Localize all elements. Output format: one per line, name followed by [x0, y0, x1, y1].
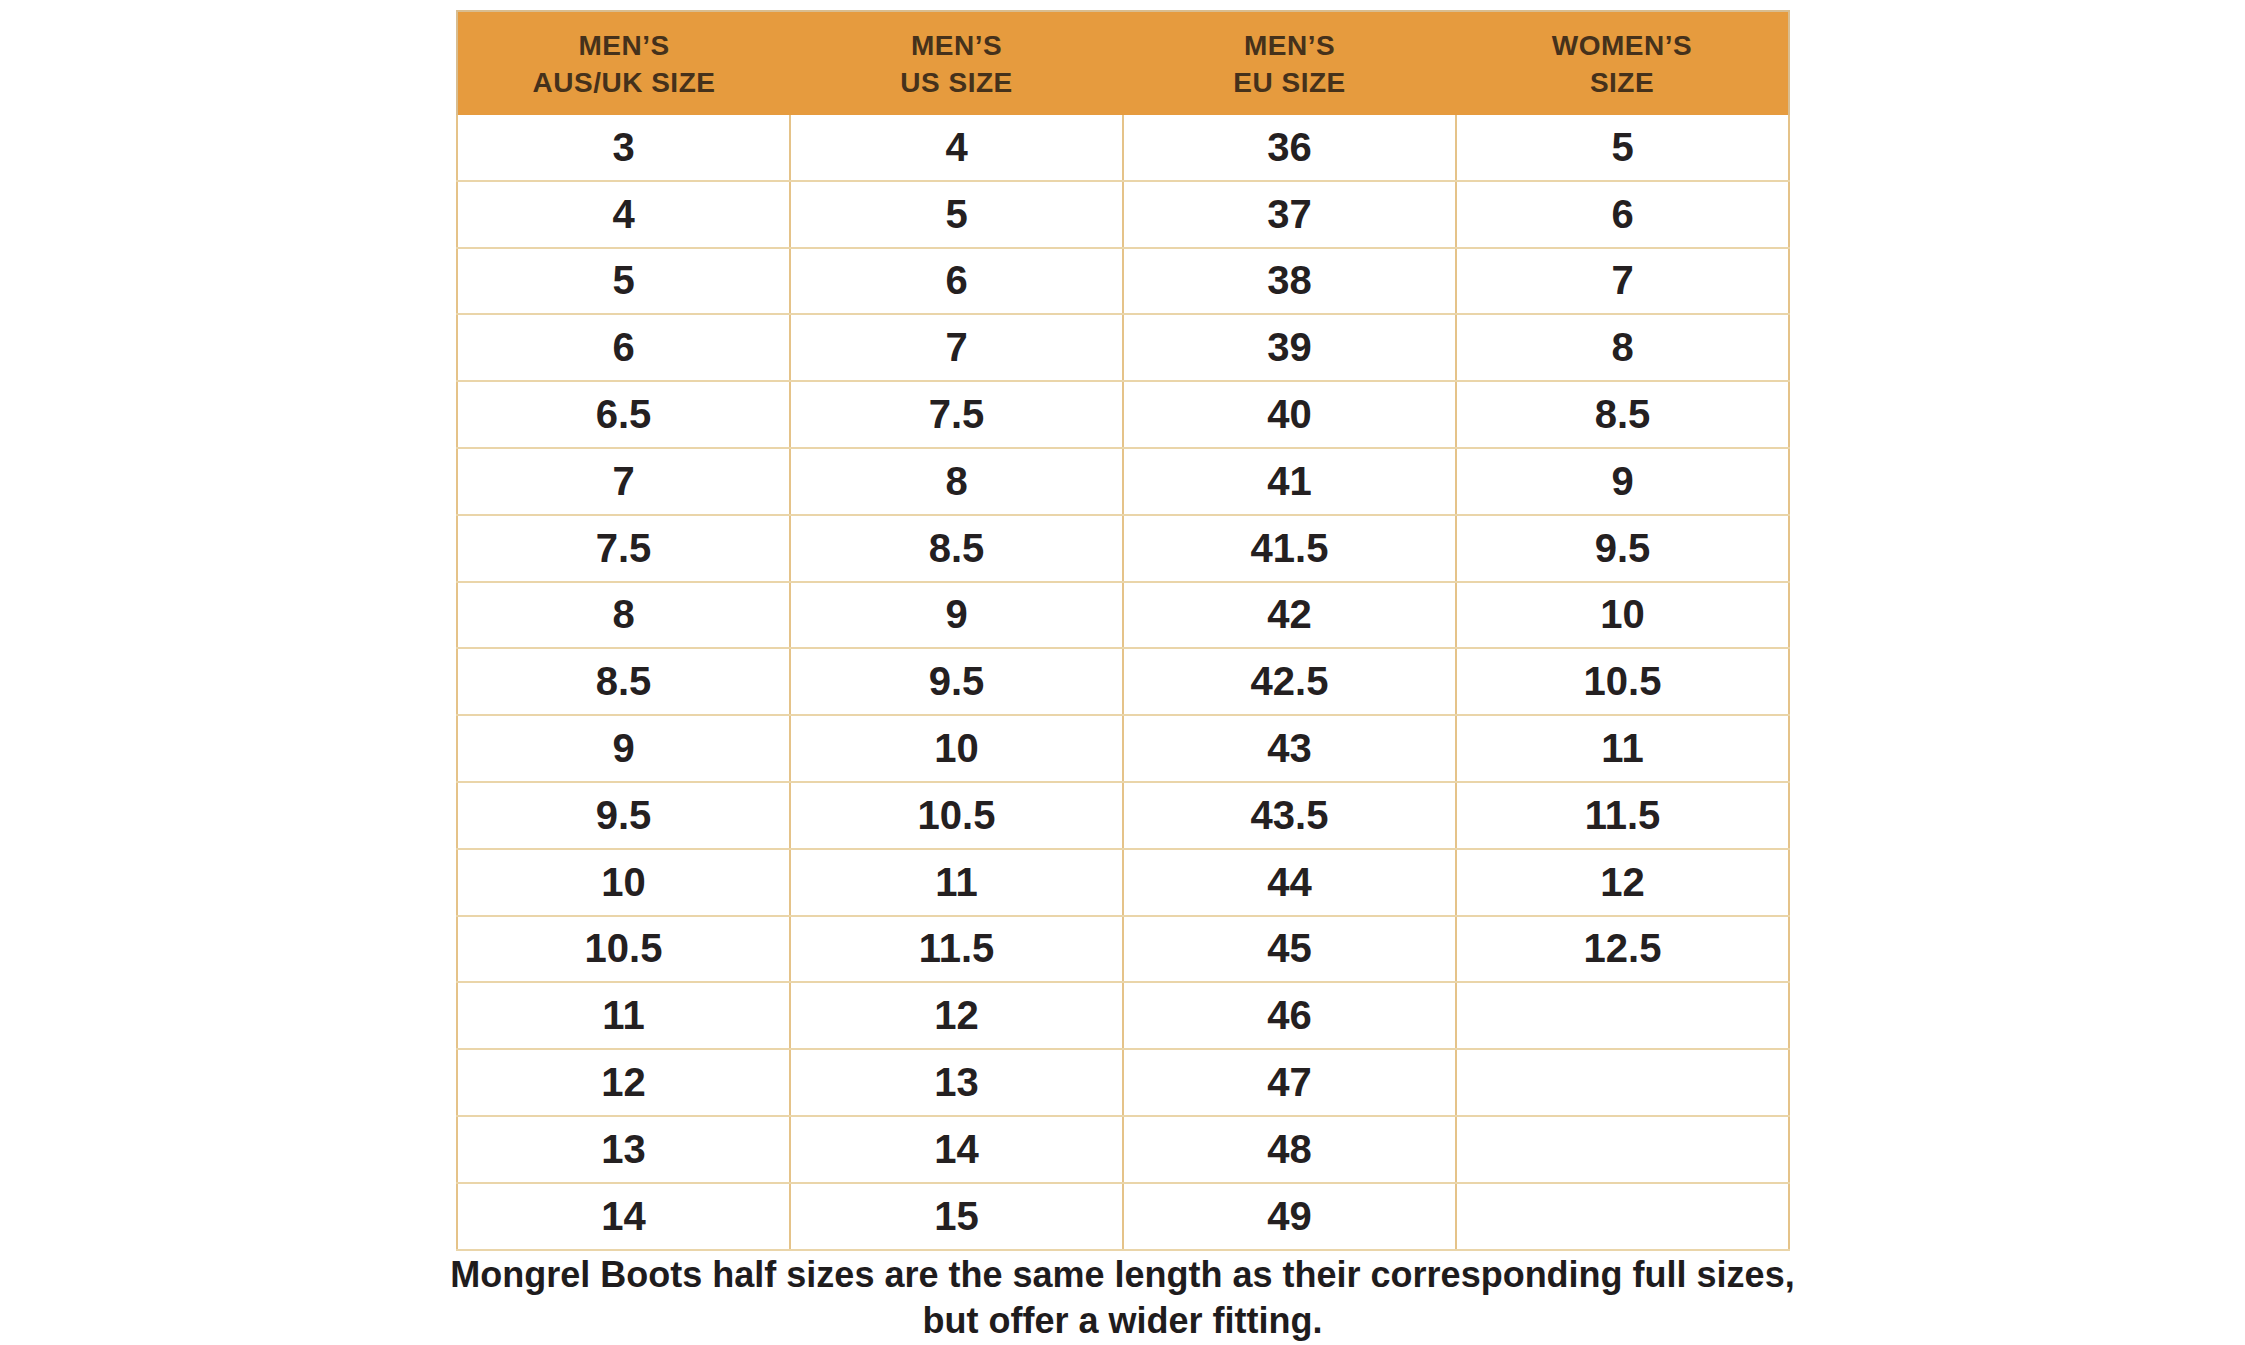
size-cell: 9	[1456, 448, 1789, 515]
size-cell	[1456, 1049, 1789, 1116]
size-cell	[1456, 1183, 1789, 1250]
size-cell: 12	[457, 1049, 790, 1116]
size-cell: 11	[790, 849, 1123, 916]
size-cell: 10	[1456, 582, 1789, 649]
size-cell: 7.5	[790, 381, 1123, 448]
size-cell: 6	[457, 314, 790, 381]
size-cell: 41	[1123, 448, 1456, 515]
table-row: 78419	[457, 448, 1789, 515]
header-row: MEN’S AUS/UK SIZE MEN’S US SIZE MEN’S EU…	[457, 11, 1789, 115]
size-cell: 8.5	[457, 648, 790, 715]
size-cell: 10.5	[457, 916, 790, 983]
size-cell: 13	[457, 1116, 790, 1183]
table-row: 8.59.542.510.5	[457, 648, 1789, 715]
size-cell: 12.5	[1456, 916, 1789, 983]
table-row: 131448	[457, 1116, 1789, 1183]
table-row: 10114412	[457, 849, 1789, 916]
table-row: 894210	[457, 582, 1789, 649]
size-cell: 43	[1123, 715, 1456, 782]
table-row: 9104311	[457, 715, 1789, 782]
size-cell: 42	[1123, 582, 1456, 649]
size-cell: 9	[457, 715, 790, 782]
size-cell: 12	[1456, 849, 1789, 916]
size-cell: 6	[1456, 181, 1789, 248]
size-cell: 6.5	[457, 381, 790, 448]
size-cell: 47	[1123, 1049, 1456, 1116]
size-cell: 36	[1123, 115, 1456, 181]
size-cell: 14	[457, 1183, 790, 1250]
size-cell: 9.5	[457, 782, 790, 849]
size-cell	[1456, 982, 1789, 1049]
size-cell: 5	[1456, 115, 1789, 181]
column-header-mens-us-size: MEN’S US SIZE	[790, 11, 1123, 115]
size-cell: 37	[1123, 181, 1456, 248]
size-cell: 12	[790, 982, 1123, 1049]
size-cell: 11	[457, 982, 790, 1049]
footer-note: Mongrel Boots half sizes are the same le…	[0, 1252, 2245, 1344]
size-cell: 10	[457, 849, 790, 916]
size-cell: 40	[1123, 381, 1456, 448]
size-cell: 6	[790, 248, 1123, 315]
size-cell: 5	[457, 248, 790, 315]
size-cell: 38	[1123, 248, 1456, 315]
size-cell	[1456, 1116, 1789, 1183]
page: MEN’S AUS/UK SIZE MEN’S US SIZE MEN’S EU…	[0, 0, 2245, 1345]
table-row: 10.511.54512.5	[457, 916, 1789, 983]
column-header-mens-eu-size: MEN’S EU SIZE	[1123, 11, 1456, 115]
size-cell: 9	[790, 582, 1123, 649]
table-row: 111246	[457, 982, 1789, 1049]
size-cell: 7	[1456, 248, 1789, 315]
size-cell: 4	[457, 181, 790, 248]
table-row: 141549	[457, 1183, 1789, 1250]
size-cell: 5	[790, 181, 1123, 248]
size-cell: 11	[1456, 715, 1789, 782]
size-chart-header: MEN’S AUS/UK SIZE MEN’S US SIZE MEN’S EU…	[457, 11, 1789, 115]
size-cell: 9.5	[790, 648, 1123, 715]
table-row: 56387	[457, 248, 1789, 315]
size-cell: 8	[457, 582, 790, 649]
table-row: 45376	[457, 181, 1789, 248]
table-row: 7.58.541.59.5	[457, 515, 1789, 582]
size-cell: 43.5	[1123, 782, 1456, 849]
size-cell: 8.5	[1456, 381, 1789, 448]
size-cell: 7	[790, 314, 1123, 381]
size-cell: 10.5	[790, 782, 1123, 849]
size-cell: 7	[457, 448, 790, 515]
size-chart-table: MEN’S AUS/UK SIZE MEN’S US SIZE MEN’S EU…	[456, 10, 1790, 1251]
column-header-mens-aus-uk-size: MEN’S AUS/UK SIZE	[457, 11, 790, 115]
size-cell: 41.5	[1123, 515, 1456, 582]
size-cell: 44	[1123, 849, 1456, 916]
column-header-womens-size: WOMEN’S SIZE	[1456, 11, 1789, 115]
size-cell: 4	[790, 115, 1123, 181]
table-row: 67398	[457, 314, 1789, 381]
table-row: 9.510.543.511.5	[457, 782, 1789, 849]
table-row: 121347	[457, 1049, 1789, 1116]
size-cell: 9.5	[1456, 515, 1789, 582]
table-row: 6.57.5408.5	[457, 381, 1789, 448]
size-cell: 11.5	[1456, 782, 1789, 849]
size-cell: 7.5	[457, 515, 790, 582]
size-cell: 8	[790, 448, 1123, 515]
size-cell: 45	[1123, 916, 1456, 983]
size-cell: 48	[1123, 1116, 1456, 1183]
size-cell: 15	[790, 1183, 1123, 1250]
size-cell: 8.5	[790, 515, 1123, 582]
size-cell: 8	[1456, 314, 1789, 381]
size-cell: 42.5	[1123, 648, 1456, 715]
size-cell: 11.5	[790, 916, 1123, 983]
size-chart-body: 343654537656387673986.57.5408.5784197.58…	[457, 115, 1789, 1250]
table-row: 34365	[457, 115, 1789, 181]
size-cell: 49	[1123, 1183, 1456, 1250]
size-cell: 10	[790, 715, 1123, 782]
size-cell: 46	[1123, 982, 1456, 1049]
size-cell: 3	[457, 115, 790, 181]
size-cell: 13	[790, 1049, 1123, 1116]
size-cell: 39	[1123, 314, 1456, 381]
size-cell: 10.5	[1456, 648, 1789, 715]
size-cell: 14	[790, 1116, 1123, 1183]
